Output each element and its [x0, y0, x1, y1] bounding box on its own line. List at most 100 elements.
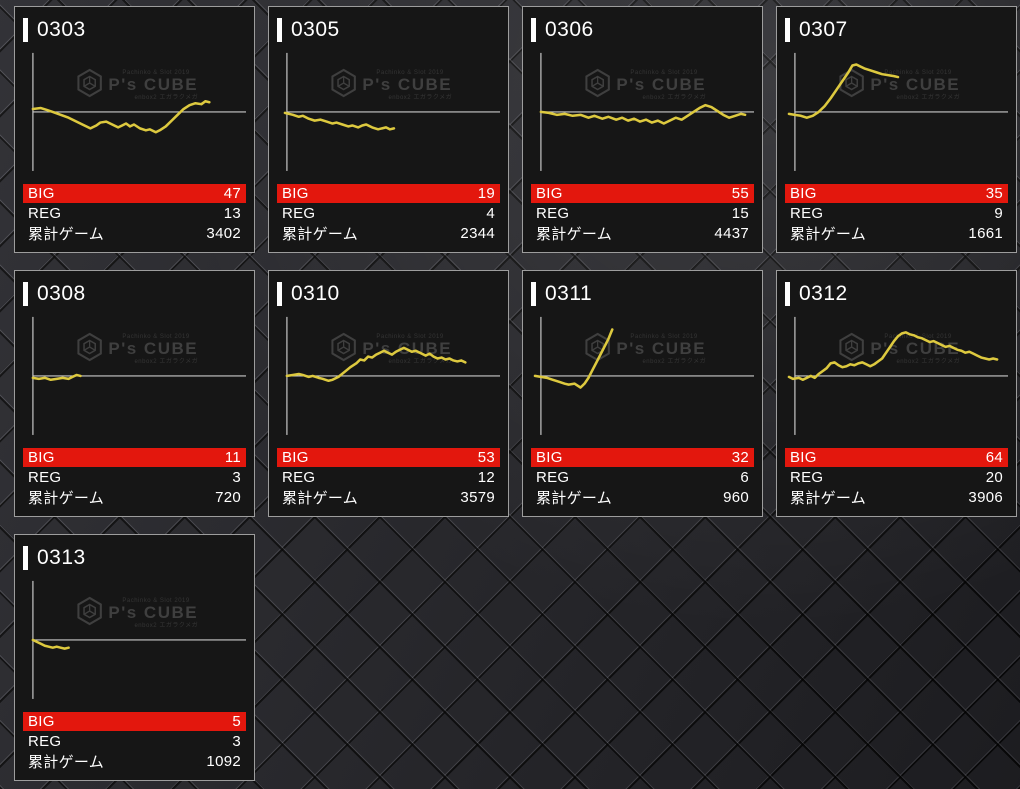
watermark-top-text: Pachinko & Slot 2019: [122, 597, 190, 604]
reg-value: 20: [985, 469, 1003, 486]
machine-number: 0310: [291, 281, 340, 305]
reg-count-row: REG 15: [531, 204, 754, 223]
watermark-top-text: Pachinko & Slot 2019: [884, 69, 952, 76]
watermark-top-text: Pachinko & Slot 2019: [630, 333, 698, 340]
watermark: Pachinko & Slot 2019 P's CUBE enbox2 エガラ…: [75, 68, 198, 103]
cube-logo-icon: [329, 68, 357, 103]
watermark-bottom-text: enbox2 エガラクメガ: [642, 359, 707, 365]
total-games-value: 3402: [206, 225, 241, 242]
total-games-label: 累計ゲーム: [28, 226, 105, 243]
machine-stats: BIG 32 REG 6 累計ゲーム 960: [531, 448, 754, 508]
chart-plot: [787, 317, 1008, 436]
big-count-row: BIG 32: [531, 448, 754, 467]
machine-card[interactable]: 0313 Pachinko & Slot 2019 P's CUBE enbo: [14, 534, 255, 781]
header-accent-bar: [531, 281, 536, 306]
watermark-top-text: Pachinko & Slot 2019: [376, 333, 444, 340]
big-label: BIG: [790, 185, 817, 202]
chart-plot: [283, 53, 500, 172]
watermark: Pachinko & Slot 2019 P's CUBE enbox2 エガラ…: [583, 68, 706, 103]
header-accent-bar: [23, 17, 28, 42]
big-label: BIG: [790, 449, 817, 466]
watermark-text: Pachinko & Slot 2019 P's CUBE enbox2 エガラ…: [616, 334, 706, 366]
big-count-row: BIG 35: [785, 184, 1008, 203]
machine-card[interactable]: 0306 Pachinko & Slot 2019 P's CUBE enbo: [522, 6, 763, 253]
reg-value: 13: [223, 205, 241, 222]
machine-card[interactable]: 0305 Pachinko & Slot 2019 P's CUBE enbo: [268, 6, 509, 253]
reg-value: 4: [486, 205, 495, 222]
watermark-bottom-text: enbox2 エガラクメガ: [134, 359, 199, 365]
watermark-bottom-text: enbox2 エガラクメガ: [134, 623, 199, 629]
chart-plot: [533, 317, 754, 436]
watermark-text: Pachinko & Slot 2019 P's CUBE enbox2 エガラ…: [362, 70, 452, 102]
machine-header: 0303: [23, 17, 246, 42]
big-count-row: BIG 5: [23, 712, 246, 731]
total-games-row: 累計ゲーム 1092: [23, 752, 246, 771]
watermark-top-text: Pachinko & Slot 2019: [122, 333, 190, 340]
watermark: Pachinko & Slot 2019 P's CUBE enbox2 エガラ…: [75, 596, 198, 631]
cube-logo-icon: [583, 68, 611, 103]
watermark-brand: P's CUBE: [108, 603, 199, 623]
machine-stats: BIG 5 REG 3 累計ゲーム 1092: [23, 712, 246, 772]
watermark-brand: P's CUBE: [108, 75, 199, 95]
big-label: BIG: [28, 713, 55, 730]
chart-plot: [31, 317, 246, 436]
machine-header: 0305: [277, 17, 500, 42]
reg-label: REG: [282, 205, 316, 222]
machine-card[interactable]: 0311 Pachinko & Slot 2019 P's CUBE enbo: [522, 270, 763, 517]
reg-label: REG: [536, 469, 570, 486]
machine-stats: BIG 19 REG 4 累計ゲーム 2344: [277, 184, 500, 244]
watermark-brand: P's CUBE: [870, 75, 961, 95]
watermark-top-text: Pachinko & Slot 2019: [630, 69, 698, 76]
big-count-row: BIG 53: [277, 448, 500, 467]
big-label: BIG: [28, 185, 55, 202]
machine-number: 0306: [545, 17, 594, 41]
chart-plot: [787, 53, 1008, 172]
reg-count-row: REG 3: [23, 468, 246, 487]
chart-plot: [285, 317, 500, 436]
watermark-bottom-text: enbox2 エガラクメガ: [896, 95, 961, 101]
watermark: Pachinko & Slot 2019 P's CUBE enbox2 エガラ…: [329, 68, 452, 103]
total-games-row: 累計ゲーム 720: [23, 488, 246, 507]
machine-card[interactable]: 0308 Pachinko & Slot 2019 P's CUBE enbo: [14, 270, 255, 517]
reg-value: 9: [994, 205, 1003, 222]
total-games-label: 累計ゲーム: [790, 226, 867, 243]
cube-logo-icon: [837, 68, 865, 103]
total-games-row: 累計ゲーム 3402: [23, 224, 246, 243]
machine-header: 0311: [531, 281, 754, 306]
reg-count-row: REG 20: [785, 468, 1008, 487]
watermark-bottom-text: enbox2 エガラクメガ: [642, 95, 707, 101]
reg-value: 6: [740, 469, 749, 486]
machine-header: 0312: [785, 281, 1008, 306]
machine-stats: BIG 11 REG 3 累計ゲーム 720: [23, 448, 246, 508]
machine-card[interactable]: 0310 Pachinko & Slot 2019 P's CUBE enbo: [268, 270, 509, 517]
total-games-label: 累計ゲーム: [536, 226, 613, 243]
machine-header: 0307: [785, 17, 1008, 42]
total-games-value: 3906: [968, 489, 1003, 506]
watermark-top-text: Pachinko & Slot 2019: [122, 69, 190, 76]
machine-header: 0306: [531, 17, 754, 42]
chart-plot: [31, 53, 246, 172]
watermark-brand: P's CUBE: [616, 75, 707, 95]
machine-number: 0313: [37, 545, 86, 569]
game-trend-line: [31, 373, 82, 382]
reg-count-row: REG 4: [277, 204, 500, 223]
total-games-value: 1092: [206, 753, 241, 770]
header-accent-bar: [277, 281, 282, 306]
cube-logo-icon: [75, 596, 103, 631]
machine-card[interactable]: 0307 Pachinko & Slot 2019 P's CUBE enbo: [776, 6, 1017, 253]
machine-card[interactable]: 0312 Pachinko & Slot 2019 P's CUBE enbo: [776, 270, 1017, 517]
big-value: 11: [224, 449, 241, 466]
game-trend-chart: Pachinko & Slot 2019 P's CUBE enbox2 エガラ…: [785, 314, 1008, 438]
header-accent-bar: [785, 281, 790, 306]
machine-stats: BIG 47 REG 13 累計ゲーム 3402: [23, 184, 246, 244]
cube-logo-icon: [837, 332, 865, 367]
machine-header: 0308: [23, 281, 246, 306]
header-accent-bar: [785, 17, 790, 42]
watermark-brand: P's CUBE: [108, 339, 199, 359]
total-games-label: 累計ゲーム: [790, 490, 867, 507]
total-games-value: 720: [215, 489, 241, 506]
machine-card[interactable]: 0303 Pachinko & Slot 2019 P's CUBE enbo: [14, 6, 255, 253]
cube-logo-icon: [75, 332, 103, 367]
machine-number: 0308: [37, 281, 86, 305]
